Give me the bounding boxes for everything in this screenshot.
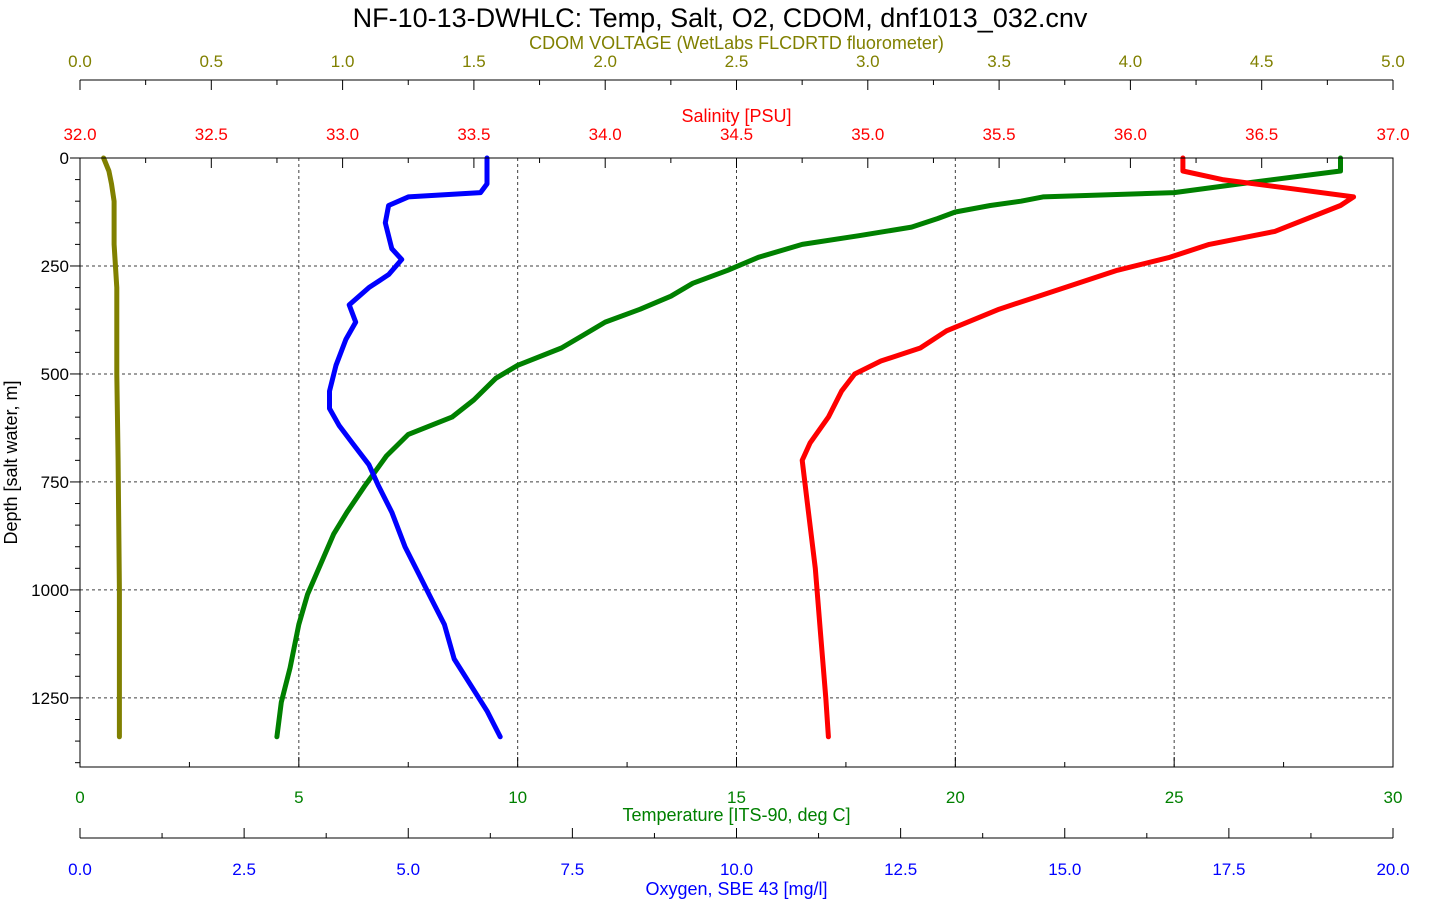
x-tick-label-oxygen: 15.0: [1048, 860, 1081, 879]
x-tick-label-salinity: 33.5: [457, 125, 490, 144]
x-tick-label-cdom: 3.5: [987, 52, 1011, 71]
x-tick-label-salinity: 36.0: [1114, 125, 1147, 144]
x-axis-cdom: 0.0 0.5 1.0 1.5 2.0 2.5 3.0 3.5 4.0 4.5 5.0 CDOM VO…: [68, 33, 1405, 90]
x-tick-label-temperature: 15: [727, 788, 746, 807]
x-axis-title-salinity: Salinity [PSU]: [681, 106, 791, 126]
x-tick-label-temperature: 0: [75, 788, 84, 807]
x-tick-label-temperature: 5: [294, 788, 303, 807]
x-tick-label-oxygen: 20.0: [1376, 860, 1409, 879]
series-layer: [101, 155, 1357, 740]
x-axis-temperature: 0 5 10 15 20 25 30 Temperature [ITS-90, deg C]: [75, 757, 1402, 825]
x-tick-label-temperature: 10: [508, 788, 527, 807]
y-tick-label: 500: [41, 365, 69, 384]
y-tick-label: 250: [41, 257, 69, 276]
chart-title: NF-10-13-DWHLC: Temp, Salt, O2, CDOM, dn…: [353, 3, 1088, 33]
x-tick-label-cdom: 3.0: [856, 52, 880, 71]
x-tick-label-cdom: 1.5: [462, 52, 486, 71]
x-tick-label-temperature: 30: [1384, 788, 1403, 807]
x-tick-label-salinity: 35.5: [983, 125, 1016, 144]
y-axis-depth: 0 250 500 750 1000 1250 Depth [salt water, m]: [1, 149, 80, 764]
y-tick-label: 0: [60, 149, 69, 168]
x-tick-label-oxygen: 2.5: [232, 860, 256, 879]
x-tick-label-salinity: 33.0: [326, 125, 359, 144]
x-tick-label-salinity: 32.5: [195, 125, 228, 144]
x-tick-label-oxygen: 10.0: [720, 860, 753, 879]
series-line-salinity: [799, 155, 1357, 740]
x-axis-title-oxygen: Oxygen, SBE 43 [mg/l]: [645, 879, 827, 899]
x-axis-oxygen: 0.0 2.5 5.0 7.5 10.0 12.5 15.0 17.5 20.0 Oxygen, …: [68, 828, 1410, 899]
x-tick-label-temperature: 25: [1165, 788, 1184, 807]
x-tick-label-cdom: 2.5: [725, 52, 749, 71]
series-line-oxygen: [327, 155, 503, 740]
x-tick-label-cdom: 1.0: [331, 52, 355, 71]
series-line-cdom: [101, 155, 122, 740]
y-tick-label: 1250: [31, 689, 69, 708]
y-tick-label: 750: [41, 473, 69, 492]
x-tick-label-oxygen: 12.5: [884, 860, 917, 879]
x-tick-label-cdom: 4.0: [1119, 52, 1143, 71]
x-tick-label-oxygen: 0.0: [68, 860, 92, 879]
x-tick-label-oxygen: 7.5: [561, 860, 585, 879]
series-line-temperature: [274, 155, 1343, 740]
x-tick-label-salinity: 36.5: [1245, 125, 1278, 144]
x-tick-label-salinity: 34.0: [589, 125, 622, 144]
x-axis-title-cdom: CDOM VOLTAGE (WetLabs FLCDRTD fluoromete…: [529, 33, 944, 53]
x-tick-label-cdom: 0.0: [68, 52, 92, 71]
x-axis-title-temperature: Temperature [ITS-90, deg C]: [622, 805, 850, 825]
y-axis-title: Depth [salt water, m]: [1, 380, 21, 544]
x-tick-label-salinity: 37.0: [1376, 125, 1409, 144]
x-tick-label-cdom: 2.0: [593, 52, 617, 71]
y-tick-label: 1000: [31, 581, 69, 600]
x-tick-label-salinity: 35.0: [851, 125, 884, 144]
x-tick-label-salinity: 32.0: [63, 125, 96, 144]
x-tick-label-cdom: 5.0: [1381, 52, 1405, 71]
x-tick-label-oxygen: 5.0: [396, 860, 420, 879]
x-tick-label-cdom: 4.5: [1250, 52, 1274, 71]
grid-layer: [80, 158, 1393, 767]
x-tick-label-oxygen: 17.5: [1212, 860, 1245, 879]
x-tick-label-salinity: 34.5: [720, 125, 753, 144]
x-tick-label-temperature: 20: [946, 788, 965, 807]
x-axis-salinity: 32.0 32.5 33.0 33.5 34.0 34.5 35.0 35.5 36.0 36.5…: [63, 106, 1410, 168]
x-tick-label-cdom: 0.5: [199, 52, 223, 71]
